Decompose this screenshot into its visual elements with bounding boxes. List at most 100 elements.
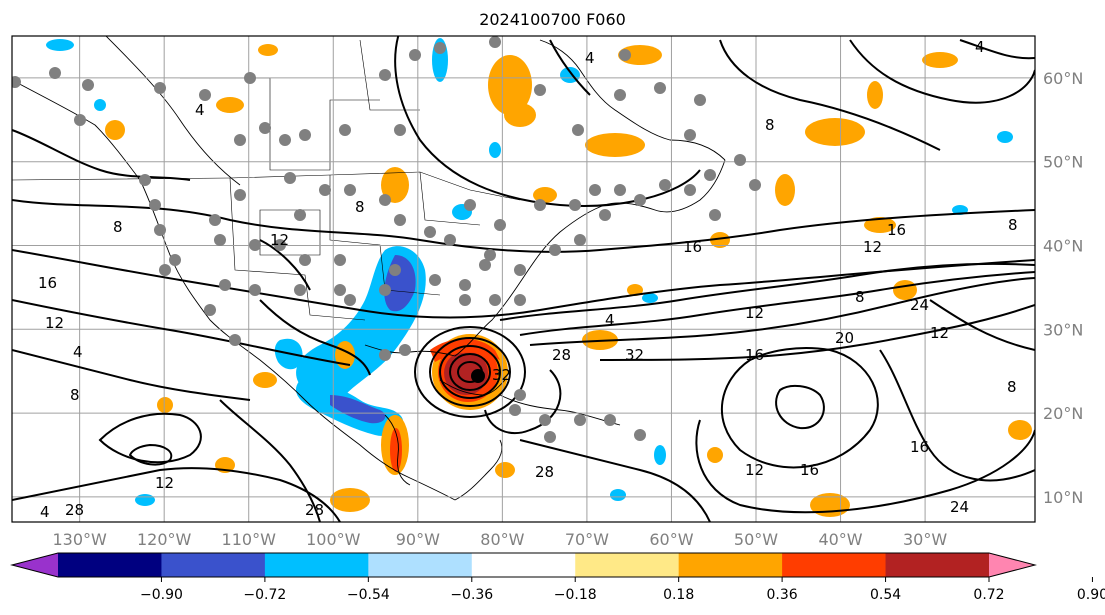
contour-label-12: 12 xyxy=(45,314,64,332)
colorbar-tick-label: −0.54 xyxy=(347,587,390,603)
observation-marker xyxy=(379,194,391,206)
observation-marker xyxy=(379,69,391,81)
lon-label: 110°W xyxy=(222,530,277,549)
observation-marker xyxy=(394,124,406,136)
contour-label-28: 28 xyxy=(552,346,571,364)
contour-label-28: 28 xyxy=(65,501,84,519)
contour-label-group: 4 4 4 4 4 4 8 8 8 8 8 8 8 12 12 12 12 12… xyxy=(38,38,1018,521)
colorbar-segment xyxy=(782,553,887,577)
colorbar-segment xyxy=(885,553,990,577)
observation-marker xyxy=(704,169,716,181)
lat-label: 10°N xyxy=(1043,488,1083,507)
observation-marker xyxy=(199,89,211,101)
observation-marker xyxy=(249,239,261,251)
contour-label-16: 16 xyxy=(910,438,929,456)
observation-marker xyxy=(534,84,546,96)
contour-label-16: 16 xyxy=(683,238,702,256)
longitude-labels: 130°W 120°W 110°W 100°W 90°W 80°W 70°W 60°W 50°W… xyxy=(52,530,947,549)
contour-label-16: 16 xyxy=(887,221,906,239)
map-frame xyxy=(11,35,1036,523)
contour-label-12: 12 xyxy=(930,324,949,342)
lon-label: 90°W xyxy=(396,530,440,549)
contour-label-4: 4 xyxy=(605,311,615,329)
lon-label: 80°W xyxy=(480,530,524,549)
contour-label-4: 4 xyxy=(40,503,50,521)
colorbar: −0.90 −0.72 −0.54 −0.36 −0.18 0.18 0.36 0.54 0.7… xyxy=(10,552,1105,603)
observation-marker xyxy=(334,284,346,296)
observation-marker xyxy=(749,179,761,191)
colorbar-tick-label: 0.54 xyxy=(870,587,901,603)
colorbar-tick-label: −0.36 xyxy=(450,587,493,603)
contour-label-12: 12 xyxy=(155,474,174,492)
colorbar-tick-label: −0.72 xyxy=(243,587,286,603)
observation-marker xyxy=(259,122,271,134)
observation-markers xyxy=(12,36,761,443)
map-title: 2024100700 F060 xyxy=(479,10,626,29)
colorbar-tick-label: 0.90 xyxy=(1077,587,1105,603)
observation-marker xyxy=(344,184,356,196)
lon-label: 70°W xyxy=(565,530,609,549)
observation-marker xyxy=(544,431,556,443)
contour-label-12: 12 xyxy=(863,238,882,256)
observation-marker xyxy=(694,94,706,106)
colorbar-tick-label: −0.90 xyxy=(140,587,183,603)
observation-marker xyxy=(684,129,696,141)
colorbar-extend-high xyxy=(989,553,1035,577)
lat-label: 20°N xyxy=(1043,404,1083,423)
observation-marker xyxy=(294,284,306,296)
observation-marker xyxy=(379,349,391,361)
lon-label: 120°W xyxy=(137,530,192,549)
observation-marker xyxy=(334,254,346,266)
colorbar-segment xyxy=(161,553,266,577)
lon-label: 50°W xyxy=(734,530,778,549)
observation-marker xyxy=(634,429,646,441)
contour-label-24: 24 xyxy=(950,498,969,516)
contour-label-4: 4 xyxy=(975,38,985,56)
observation-marker xyxy=(464,199,476,211)
colorbar-tick-label: 0.72 xyxy=(973,587,1004,603)
observation-marker xyxy=(574,234,586,246)
observation-marker xyxy=(169,254,181,266)
observation-marker xyxy=(489,294,501,306)
contour-label-8: 8 xyxy=(765,116,775,134)
lon-label: 100°W xyxy=(306,530,361,549)
observation-marker xyxy=(49,67,61,79)
contour-label-8: 8 xyxy=(1008,216,1018,234)
observation-marker xyxy=(74,114,86,126)
observation-marker xyxy=(444,234,456,246)
colorbar-tick-label: 0.18 xyxy=(663,587,694,603)
observation-marker xyxy=(514,389,526,401)
contour-label-12: 12 xyxy=(270,231,289,249)
observation-marker xyxy=(494,219,506,231)
lat-label: 30°N xyxy=(1043,320,1083,339)
observation-marker xyxy=(82,79,94,91)
observation-marker xyxy=(614,89,626,101)
contour-label-4: 4 xyxy=(73,343,83,361)
observation-marker xyxy=(249,284,261,296)
observation-marker xyxy=(399,344,411,356)
observation-marker xyxy=(514,294,526,306)
observation-marker xyxy=(659,179,671,191)
colorbar-segment xyxy=(678,553,783,577)
observation-marker xyxy=(549,244,561,256)
contour-label-28: 28 xyxy=(535,463,554,481)
contour-lines xyxy=(12,36,1035,522)
observation-marker xyxy=(484,249,496,261)
observation-marker xyxy=(139,174,151,186)
observation-marker xyxy=(539,414,551,426)
observation-marker xyxy=(294,209,306,221)
observation-marker xyxy=(654,82,666,94)
gridlines xyxy=(12,36,1035,522)
latitude-labels: 10°N 20°N 30°N 40°N 50°N 60°N xyxy=(1043,69,1083,507)
observation-marker xyxy=(299,129,311,141)
lat-label: 50°N xyxy=(1043,153,1083,172)
colorbar-outline xyxy=(10,552,1037,578)
observation-marker xyxy=(389,264,401,276)
observation-marker xyxy=(569,199,581,211)
contour-label-16: 16 xyxy=(38,274,57,292)
contour-label-12: 12 xyxy=(745,304,764,322)
observation-marker xyxy=(489,36,501,48)
observation-marker xyxy=(509,404,521,416)
contour-label-20: 20 xyxy=(835,329,854,347)
observation-marker xyxy=(619,49,631,61)
